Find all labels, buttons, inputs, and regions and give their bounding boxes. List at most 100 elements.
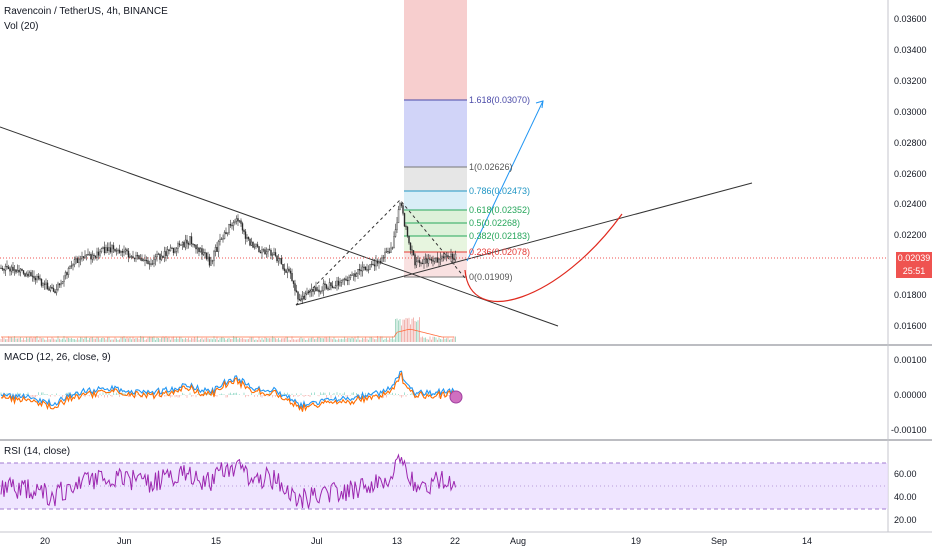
volume-bar bbox=[303, 338, 305, 342]
projection-arrow[interactable] bbox=[466, 100, 544, 262]
fib-zones[interactable] bbox=[404, 0, 467, 278]
price-candle-body bbox=[312, 289, 314, 292]
price-candle-body bbox=[352, 273, 355, 276]
price-candle-body bbox=[111, 245, 113, 253]
price-candle-body bbox=[181, 242, 184, 246]
forecast-curve[interactable] bbox=[464, 213, 623, 302]
price-candle-body bbox=[361, 266, 364, 272]
volume-bar bbox=[359, 339, 360, 342]
volume-bar bbox=[290, 339, 291, 342]
price-candle-body bbox=[78, 259, 80, 263]
rsi-pane[interactable] bbox=[0, 453, 456, 509]
volume-bar bbox=[57, 336, 59, 342]
price-candle-body bbox=[354, 273, 356, 277]
macd-histogram-bar bbox=[51, 394, 53, 395]
volume-bar bbox=[0, 339, 2, 342]
volume-bar bbox=[284, 338, 285, 342]
volume-bar bbox=[11, 337, 12, 342]
price-candle-body bbox=[439, 257, 442, 260]
volume-bar bbox=[171, 337, 173, 342]
macd-histogram-bar bbox=[258, 392, 260, 395]
volume-bar bbox=[3, 338, 5, 342]
volume-bar bbox=[246, 339, 248, 342]
volume-bar bbox=[45, 339, 47, 342]
macd-histogram-bar bbox=[390, 394, 392, 395]
macd-histogram-bar bbox=[311, 392, 312, 395]
price-candle-body bbox=[196, 247, 199, 250]
volume-bar bbox=[132, 336, 134, 342]
price-candle-body bbox=[450, 253, 452, 257]
price-candle-body bbox=[174, 251, 176, 253]
price-candle-body bbox=[207, 256, 209, 260]
volume-bar bbox=[306, 339, 308, 342]
volume-bar bbox=[342, 339, 344, 342]
macd-histogram-bar bbox=[164, 395, 165, 397]
price-candle-body bbox=[336, 280, 338, 286]
price-candle-body bbox=[441, 256, 443, 259]
price-candle-body bbox=[141, 258, 143, 262]
volume-bar bbox=[209, 339, 210, 342]
time-tick: 14 bbox=[802, 536, 813, 546]
price-candle-body bbox=[249, 238, 251, 246]
price-candle-body bbox=[57, 283, 59, 290]
price-candle-body bbox=[376, 260, 379, 264]
volume-bar bbox=[350, 338, 351, 342]
volume-bar bbox=[74, 339, 75, 342]
macd-pane[interactable] bbox=[0, 370, 457, 412]
price-candle-body bbox=[328, 282, 331, 290]
price-candle-body bbox=[199, 248, 202, 253]
macd-histogram-bar bbox=[203, 392, 204, 395]
price-candle-body bbox=[433, 257, 436, 262]
macd-histogram-bar bbox=[168, 392, 170, 395]
volume-bar bbox=[261, 337, 263, 342]
price-candle-body bbox=[322, 283, 325, 291]
macd-histogram-bar bbox=[201, 395, 203, 397]
volume-bar bbox=[125, 338, 126, 342]
macd-histogram-bar bbox=[345, 395, 347, 397]
volume-bar bbox=[374, 339, 375, 342]
volume-bar bbox=[120, 337, 122, 342]
volume-bar bbox=[71, 337, 72, 342]
volume-bar bbox=[185, 337, 186, 342]
macd-histogram-bar bbox=[323, 392, 324, 395]
price-candle-body bbox=[366, 269, 368, 271]
price-candle-body bbox=[291, 273, 293, 282]
macd-histogram-bar bbox=[83, 395, 84, 396]
macd-histogram-bar bbox=[275, 395, 276, 397]
price-candle-body bbox=[429, 258, 431, 260]
macd-histogram-bar bbox=[48, 395, 50, 396]
ascending-trendline[interactable] bbox=[295, 182, 753, 306]
volume-bar bbox=[272, 336, 273, 342]
volume-bar bbox=[389, 337, 390, 342]
volume-bar bbox=[444, 338, 446, 342]
price-candle-body bbox=[435, 257, 437, 259]
time-tick: 19 bbox=[631, 536, 642, 546]
volume-bar bbox=[161, 337, 162, 342]
fib-zone-1618 bbox=[404, 100, 467, 167]
volume-bar bbox=[236, 336, 237, 342]
volume-bar bbox=[332, 339, 333, 342]
volume-bar bbox=[98, 337, 99, 342]
volume-bar bbox=[17, 338, 18, 342]
macd-histogram-bar bbox=[246, 395, 248, 396]
price-tick: 0.02800 bbox=[894, 138, 927, 148]
macd-histogram-bar bbox=[300, 393, 302, 395]
volume-bar bbox=[317, 337, 318, 342]
volume-bar bbox=[434, 336, 435, 342]
descending-trendline[interactable] bbox=[0, 126, 559, 327]
price-candle-body bbox=[124, 249, 127, 252]
volume-bar bbox=[41, 338, 42, 342]
volume-bar bbox=[281, 338, 282, 342]
time-tick: 13 bbox=[392, 536, 403, 546]
price-candle-body bbox=[93, 254, 95, 256]
price-candle-body bbox=[163, 251, 166, 258]
macd-histogram-bar bbox=[0, 392, 2, 395]
macd-histogram-bar bbox=[87, 395, 89, 396]
price-candles[interactable] bbox=[0, 201, 457, 304]
pattern-dashed-path[interactable] bbox=[295, 199, 466, 306]
macd-histogram-bar bbox=[404, 392, 405, 395]
macd-marker[interactable] bbox=[449, 390, 463, 404]
volume-bar bbox=[212, 339, 213, 342]
price-candle-body bbox=[99, 251, 101, 256]
